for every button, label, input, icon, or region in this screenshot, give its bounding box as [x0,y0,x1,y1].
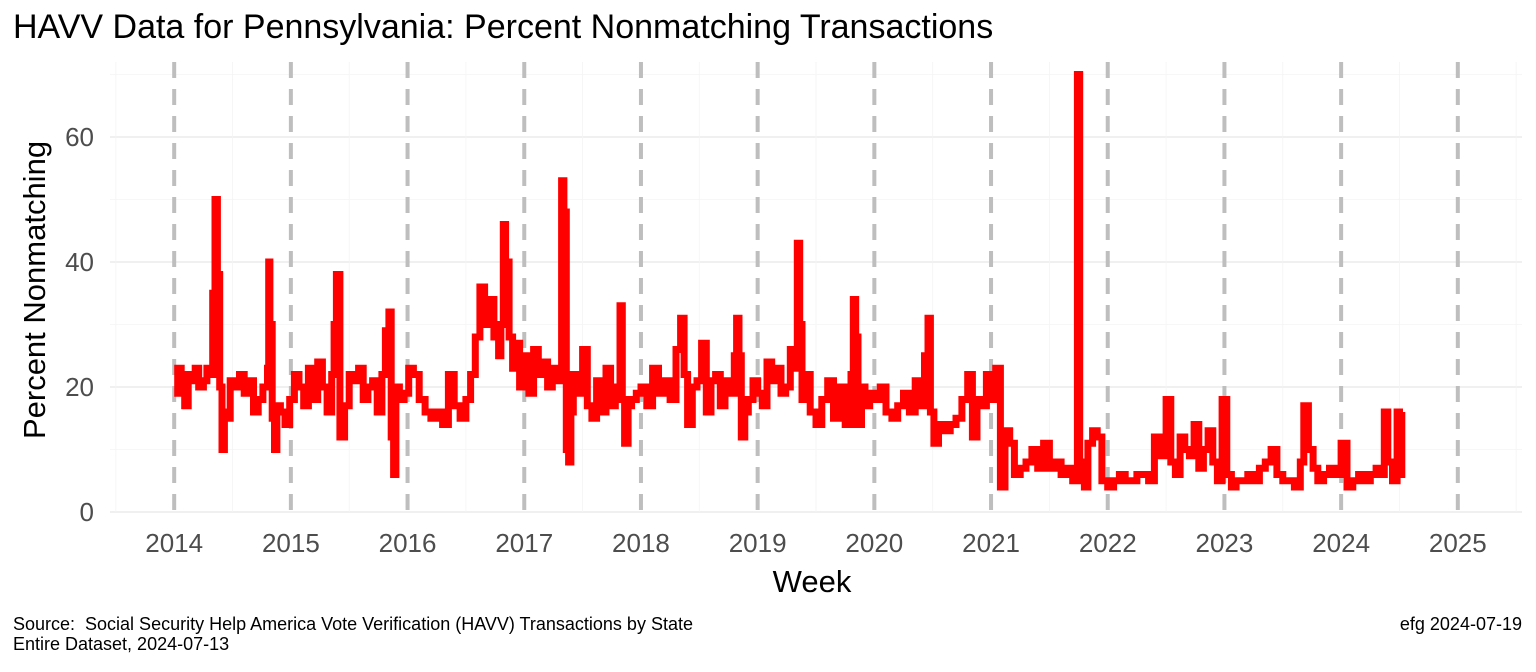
series-layer [174,71,1406,491]
x-tick-label-2023: 2023 [1196,528,1254,558]
author-date-caption: efg 2024-07-19 [1399,614,1522,634]
year-reference-lines [172,62,1460,515]
y-tick-label-20: 20 [65,372,94,402]
chart-title: HAVV Data for Pennsylvania: Percent Nonm… [13,8,994,46]
source-caption: Source: Social Security Help America Vot… [13,614,693,654]
source-caption-line-2: Entire Dataset, 2024-07-13 [13,634,230,654]
x-tick-label-2025: 2025 [1429,528,1487,558]
line-chart: 0 20 40 60 2014 2015 2016 2017 2018 2019 2020 2021… [17,62,1522,599]
x-tick-label-2015: 2015 [262,528,320,558]
x-tick-label-2020: 2020 [845,528,903,558]
x-tick-label-2019: 2019 [729,528,787,558]
y-tick-label-40: 40 [65,247,94,277]
x-tick-label-2017: 2017 [495,528,553,558]
y-tick-label-0: 0 [80,497,94,527]
x-tick-label-2024: 2024 [1312,528,1370,558]
series-line-0 [174,71,1406,491]
x-tick-label-2018: 2018 [612,528,670,558]
y-axis-label: Percent Nonmatching [17,141,52,439]
y-tick-label-60: 60 [65,122,94,152]
x-axis-ticks: 2014 2015 2016 2017 2018 2019 2020 2021 2022 2023… [145,528,1486,558]
x-axis-label: Week [773,564,852,599]
x-tick-label-2016: 2016 [379,528,437,558]
y-axis-ticks: 0 20 40 60 [65,122,94,527]
x-tick-label-2021: 2021 [962,528,1020,558]
x-tick-label-2022: 2022 [1079,528,1137,558]
x-tick-label-2014: 2014 [145,528,203,558]
source-caption-line-1: Source: Social Security Help America Vot… [13,614,693,634]
